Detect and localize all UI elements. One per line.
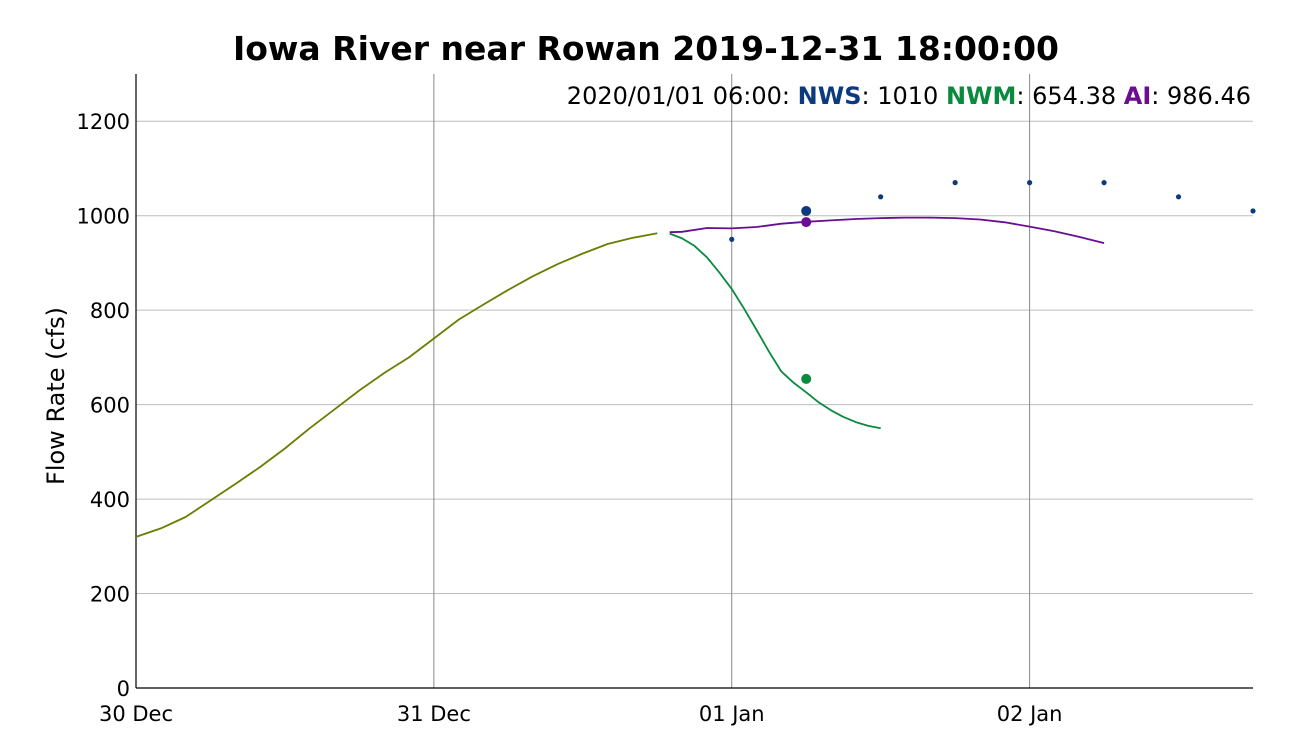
nws-forecast-point [1250,208,1256,214]
series-line-nwm [669,232,881,430]
x-tick-label: 02 Jan [997,702,1063,726]
readout-nwm-value: 654.38 [1032,82,1116,110]
y-tick-label: 0 [117,677,130,701]
nws-forecast-point [1027,180,1033,186]
nws-forecast-point [952,180,958,186]
x-tick-label: 31 Dec [397,702,471,726]
nws-forecast-point [729,236,735,242]
y-tick-labels: 0 200 400 600 800 1000 1200 [77,110,130,701]
readout-ai-colon: : [1151,82,1159,110]
x-tick-label: 30 Dec [99,702,173,726]
highlight-nws-point [801,205,812,216]
readout-nwm-label: NWM [946,82,1016,110]
gridlines [136,74,1253,688]
readout-nws-label: NWS [798,82,862,110]
x-tick-label: 01 Jan [699,702,765,726]
y-tick-label: 600 [90,394,130,418]
nws-forecast-point [878,194,884,200]
readout-nwm-colon: : [1016,82,1024,110]
readout-ai-label: AI [1124,82,1152,110]
chart-title: Iowa River near Rowan 2019-12-31 18:00:0… [233,29,1059,68]
y-tick-label: 800 [90,299,130,323]
nws-forecast-point [1101,180,1107,186]
highlight-ai-point [801,217,812,228]
y-tick-label: 1200 [77,110,130,134]
nws-forecast-point [1175,194,1182,200]
y-tick-label: 200 [90,583,130,607]
readout-nws-value: 1010 [877,82,938,110]
readout-text: 2020/01/01 06:00: NWS: 1010 NWM: 654.38 … [567,82,1251,110]
series-line-observed [135,232,658,538]
y-tick-label: 400 [90,488,130,512]
readout-time: 2020/01/01 06:00: [567,82,790,110]
highlight-markers [801,205,812,384]
readout-ai-value: 986.46 [1167,82,1251,110]
series-line-ai [669,216,1105,244]
readout-nws-colon: : [862,82,870,110]
x-tick-labels: 30 Dec 31 Dec 01 Jan 02 Jan [99,702,1063,726]
y-tick-label: 1000 [77,205,130,229]
highlight-nwm-point [801,373,812,384]
y-axis-label: Flow Rate (cfs) [42,307,70,485]
series-group [135,180,1256,538]
axes [135,74,1253,689]
